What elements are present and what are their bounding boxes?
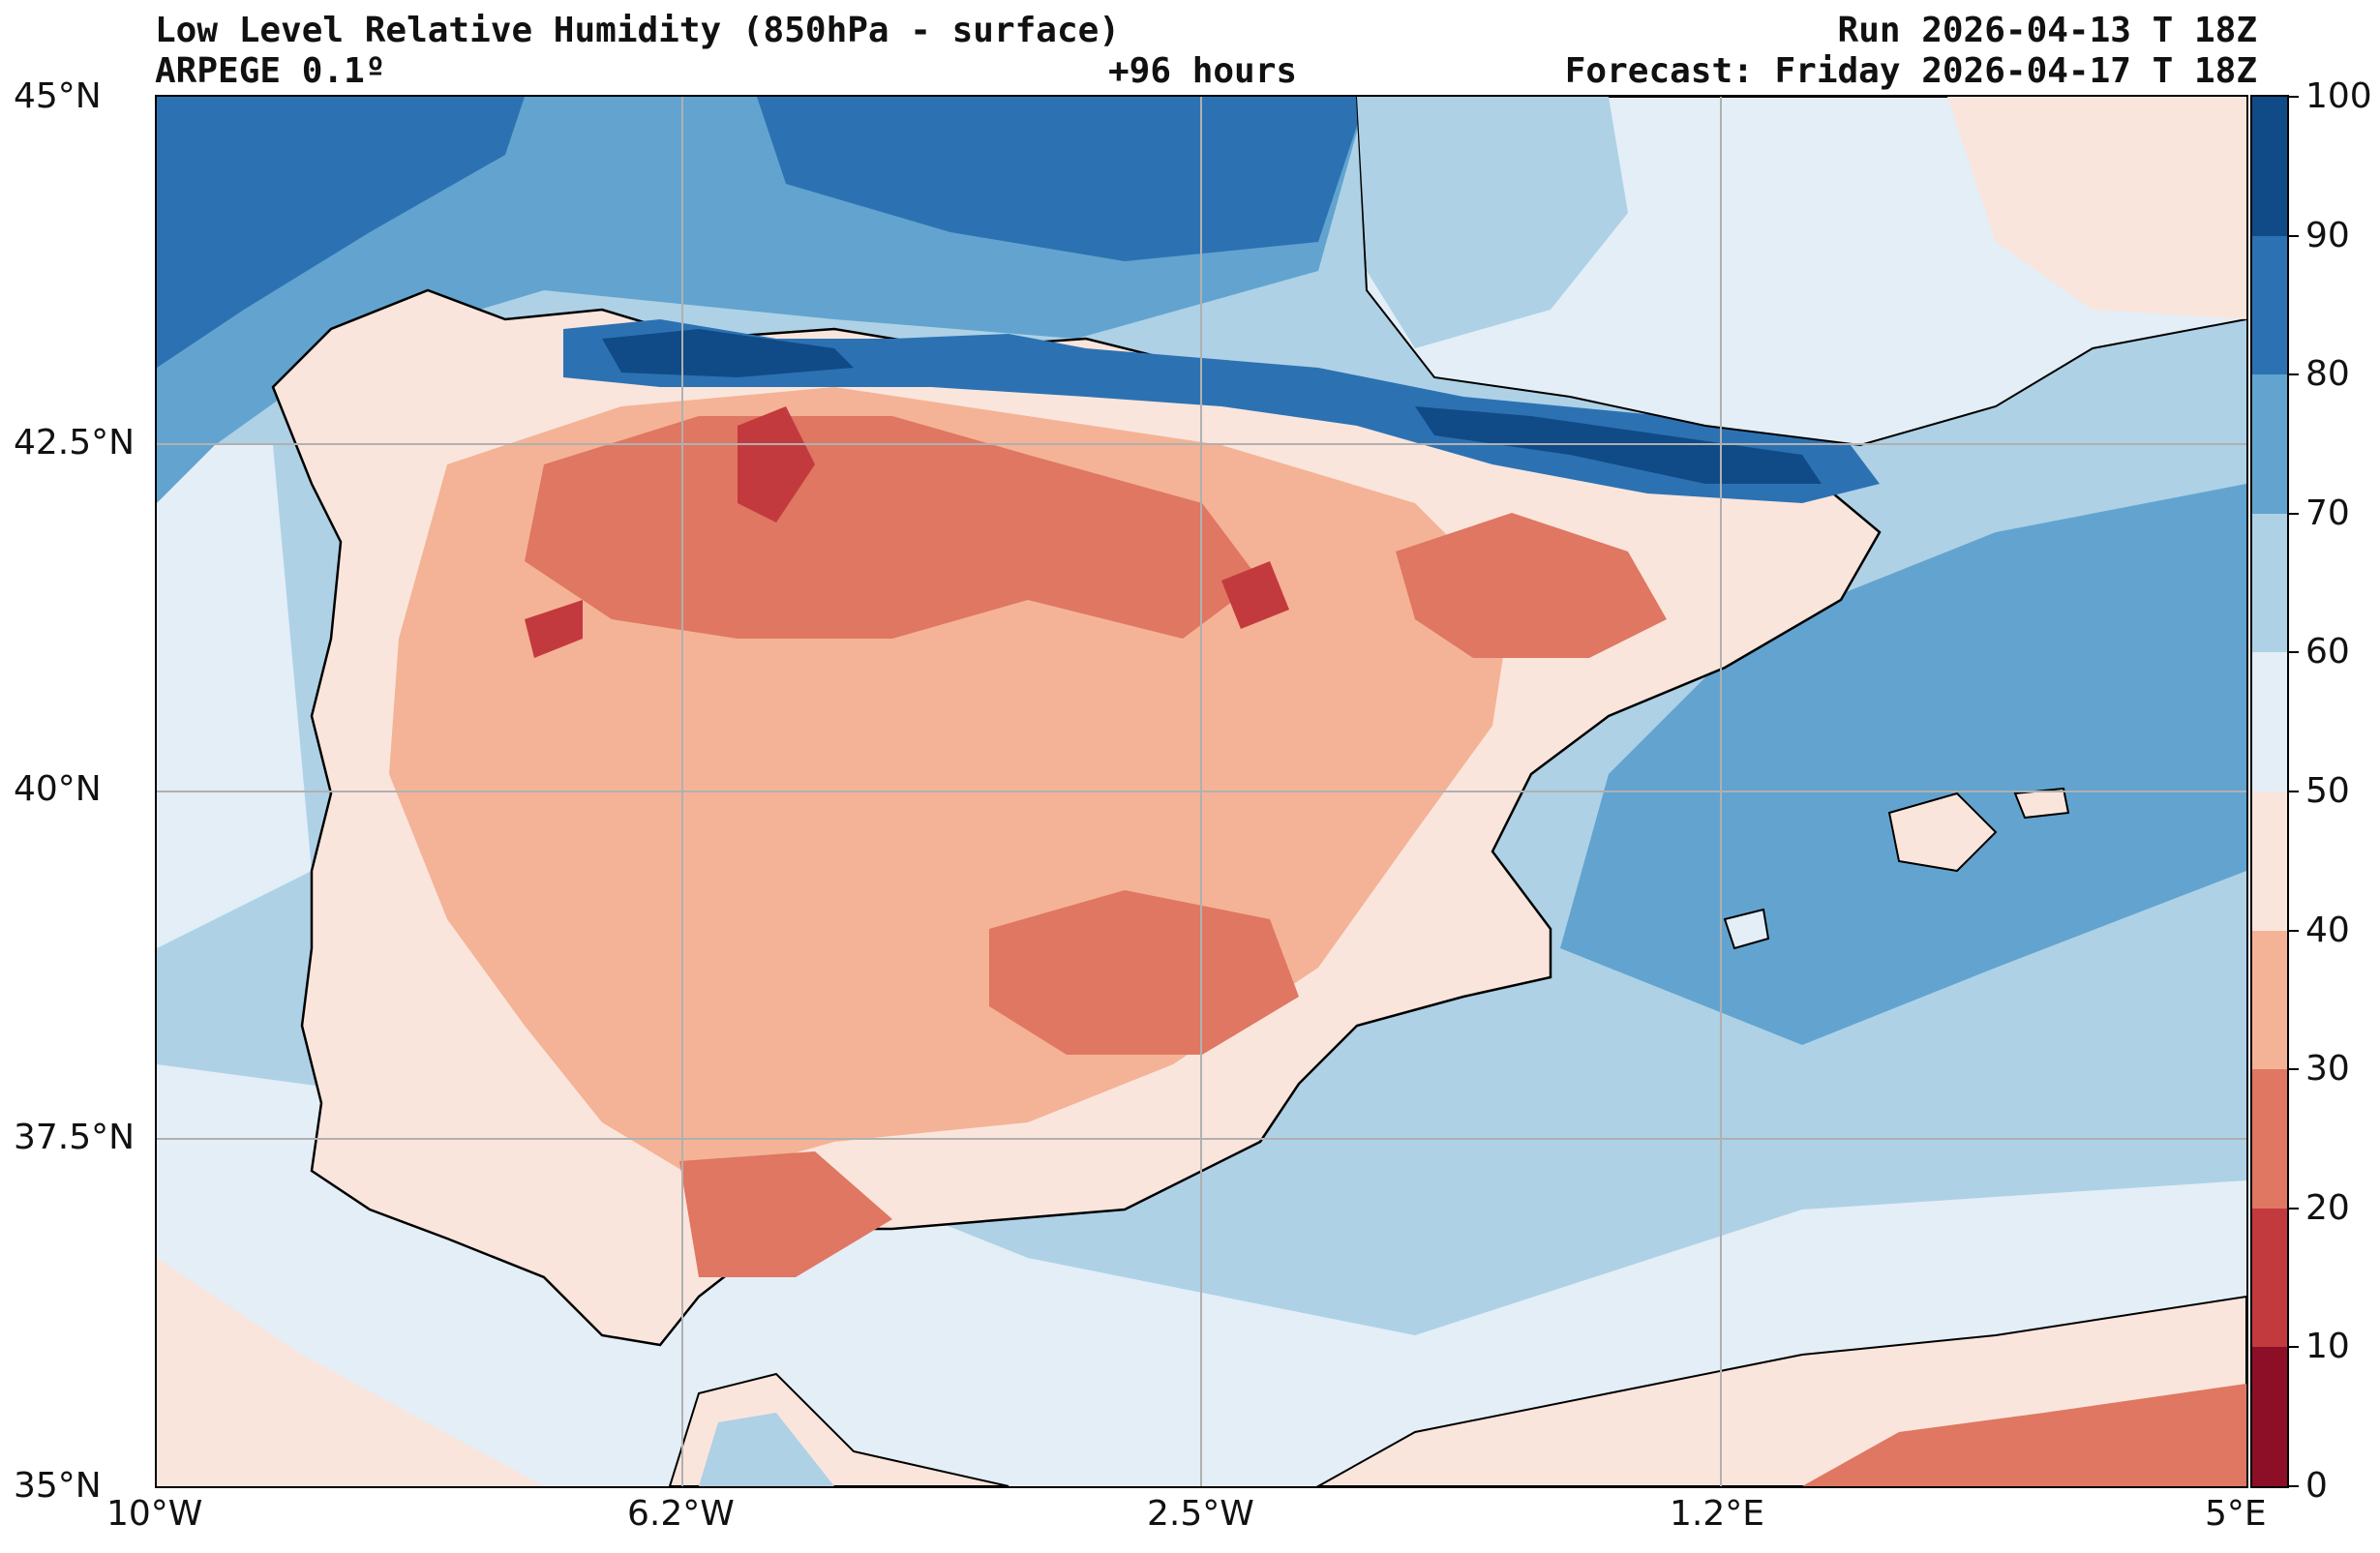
colorbar-segment	[2252, 97, 2287, 236]
lon-label-2-5w: 2.5°W	[1147, 1494, 1254, 1534]
dry-core-south	[679, 1151, 892, 1277]
colorbar-tick	[2289, 791, 2299, 792]
colorbar-tick	[2289, 234, 2299, 237]
colorbar-label: 20	[2305, 1187, 2350, 1228]
colorbar-label: 80	[2305, 354, 2350, 395]
menorca	[2013, 787, 2070, 820]
colorbar-label: 90	[2305, 215, 2350, 255]
map-panel	[155, 95, 2248, 1488]
lat-label-42-5n: 42.5°N	[14, 423, 136, 463]
lon-label-6-2w: 6.2°W	[627, 1494, 735, 1534]
colorbar-tick	[2289, 373, 2299, 376]
lat-label-45n: 45°N	[14, 76, 102, 116]
far-south-land-pink	[157, 1258, 544, 1486]
colorbar-segment	[2252, 1069, 2287, 1210]
colorbar-label: 70	[2305, 493, 2350, 533]
colorbar-label: 100	[2305, 76, 2372, 116]
cantabrian-saturated-band	[602, 329, 854, 377]
morocco-moist	[699, 1413, 834, 1486]
lon-label-10w: 10°W	[106, 1494, 203, 1534]
bay-of-biscay-moist	[757, 97, 1367, 261]
colorbar-tick	[2289, 651, 2299, 654]
driest-spot-1	[738, 406, 815, 523]
colorbar-tick	[2289, 1068, 2299, 1071]
colorbar-tick	[2289, 1207, 2299, 1210]
colorbar-label: 40	[2305, 910, 2350, 950]
colorbar-label: 60	[2305, 632, 2350, 672]
colorbar-label: 30	[2305, 1049, 2350, 1090]
map-title: Low Level Relative Humidity (850hPa - su…	[155, 11, 1120, 50]
colorbar-tick	[2289, 929, 2299, 932]
colorbar-label: 10	[2305, 1327, 2350, 1367]
lat-label-37-5n: 37.5°N	[14, 1118, 136, 1157]
colorbar-label: 0	[2305, 1466, 2328, 1506]
lat-label-35n: 35°N	[14, 1466, 102, 1506]
colorbar-segment	[2252, 1208, 2287, 1348]
graticule	[157, 97, 2246, 1486]
atlantic-very-moist-band	[157, 97, 525, 368]
colorbar-segment	[2252, 930, 2287, 1070]
lon-label-5e: 5°E	[2205, 1494, 2267, 1534]
humidity-map	[157, 97, 2246, 1486]
colorbar-segment	[2252, 652, 2287, 792]
colorbar-segment	[2252, 374, 2287, 515]
western-med-moist	[1560, 484, 2246, 1045]
dry-core-ne	[1396, 513, 1667, 658]
driest-spot-2	[1221, 561, 1289, 629]
colorbar-tick	[2289, 1346, 2299, 1349]
mallorca	[1887, 791, 1998, 873]
colorbar-segment	[2252, 513, 2287, 653]
model-label: ARPEGE 0.1º	[155, 51, 386, 91]
colorbar-segment	[2252, 235, 2287, 375]
cantabrian-moist-band	[563, 319, 1880, 503]
dry-core-central	[989, 890, 1299, 1055]
colorbar-segment	[2252, 791, 2287, 931]
alps-dry	[1947, 97, 2246, 319]
dry-core-north	[525, 416, 1260, 639]
forecast-label: Forecast: Friday 2026-04-17 T 18Z	[1564, 51, 2257, 91]
algeria-dry	[1802, 1384, 2246, 1486]
driest-spot-3	[525, 600, 583, 658]
humidity-colorbar	[2250, 95, 2289, 1488]
lead-time-label: +96 hours	[1108, 51, 1298, 91]
light-ocean-east	[157, 445, 312, 948]
france-moist	[1357, 97, 1628, 348]
lat-label-40n: 40°N	[14, 769, 102, 809]
ibiza	[1723, 908, 1770, 950]
colorbar-tick	[2289, 1485, 2299, 1487]
run-label: Run 2026-04-13 T 18Z	[1837, 11, 2257, 50]
lon-label-1-2e: 1.2°E	[1670, 1494, 1764, 1534]
colorbar-segment	[2252, 1347, 2287, 1487]
colorbar-tick	[2289, 96, 2299, 98]
colorbar-label: 50	[2305, 771, 2350, 811]
colorbar-tick	[2289, 512, 2299, 515]
